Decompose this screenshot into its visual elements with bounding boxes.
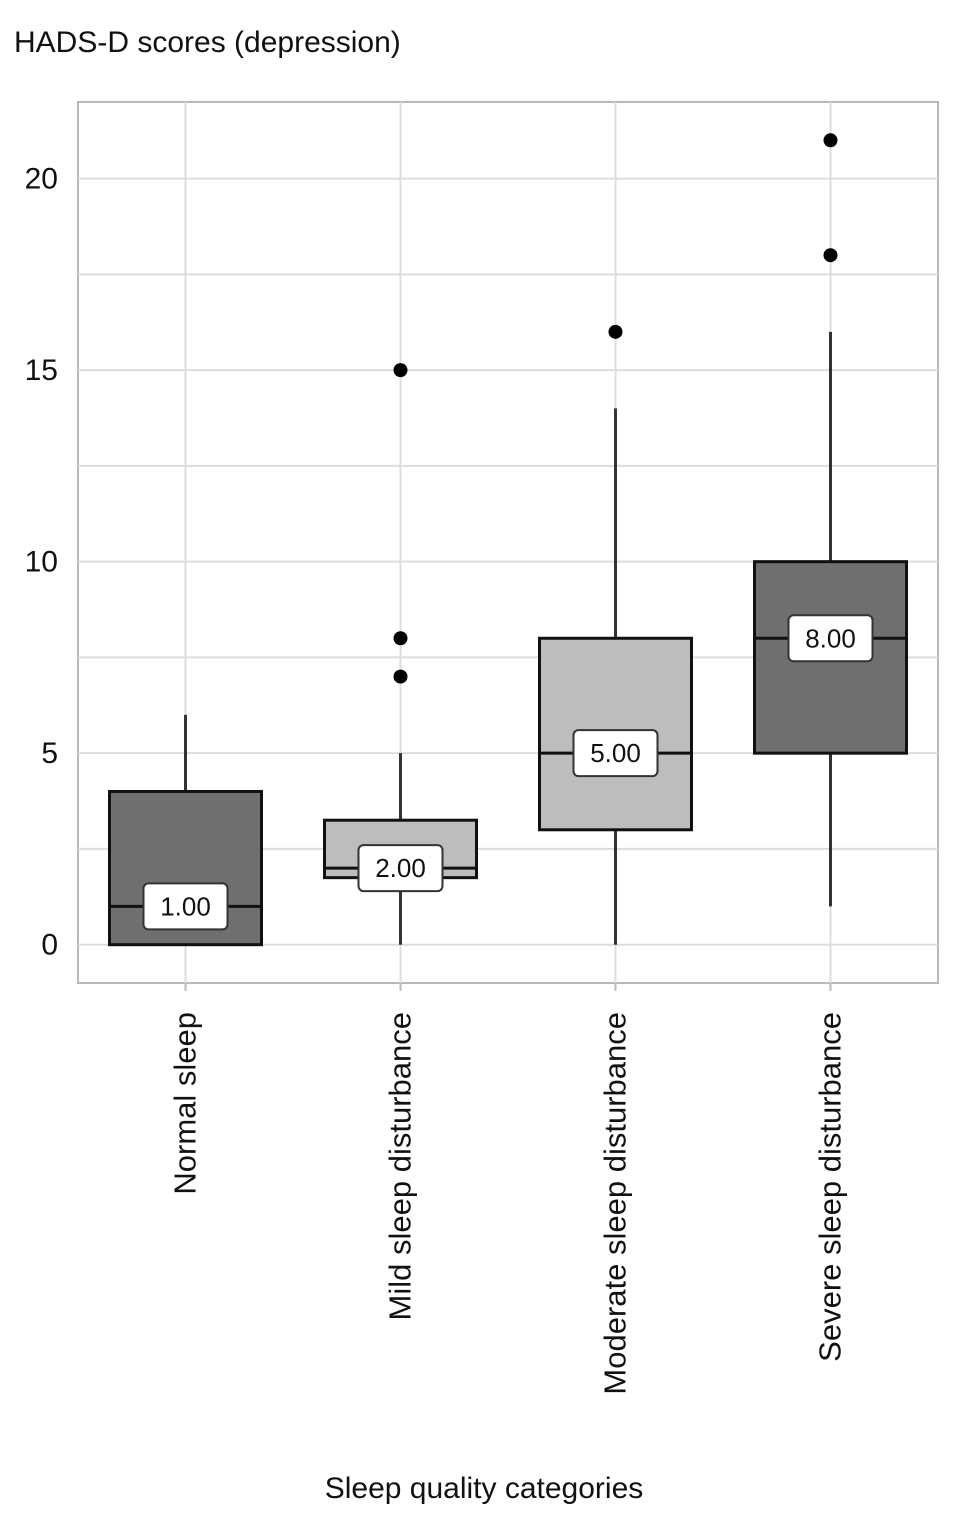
box-group: 5.00 [538,324,693,945]
x-axis-categories: Normal sleep Mild sleep disturbance Modera… [168,1012,848,1395]
y-tick-label: 20 [25,163,58,196]
outlier-point [393,631,408,646]
y-tick-label: 10 [25,546,58,579]
median-label-box [572,729,659,778]
category-label: Normal sleep [168,1012,203,1195]
y-tick-label: 0 [41,929,58,962]
outlier-point [823,133,838,148]
median-label-box [357,844,444,893]
box-group: 8.00 [753,133,908,907]
median-label-box [787,614,874,663]
y-axis-ticks: 0 5 10 15 20 [25,163,832,991]
x-axis-title: Sleep quality categories [325,1472,644,1505]
median-label: 5.00 [590,738,641,768]
boxes: 1.00 2.00 5.00 8.00 [108,133,908,947]
category-label: Moderate sleep disturbance [598,1012,633,1395]
outlier-point [393,363,408,378]
y-tick-label: 5 [41,737,58,770]
box-group: 2.00 [323,363,478,945]
y-axis-title: HADS-D scores (depression) [14,26,401,59]
median-label: 1.00 [160,891,211,921]
category-label: Mild sleep disturbance [383,1012,418,1320]
box-group: 1.00 [108,714,263,947]
outlier-point [393,669,408,684]
median-label: 8.00 [805,623,856,653]
median-label: 2.00 [375,853,426,883]
median-label-box [142,882,229,931]
y-tick-label: 15 [25,354,58,387]
outlier-point [608,324,623,339]
category-label: Severe sleep disturbance [813,1012,848,1362]
outlier-point [823,248,838,263]
